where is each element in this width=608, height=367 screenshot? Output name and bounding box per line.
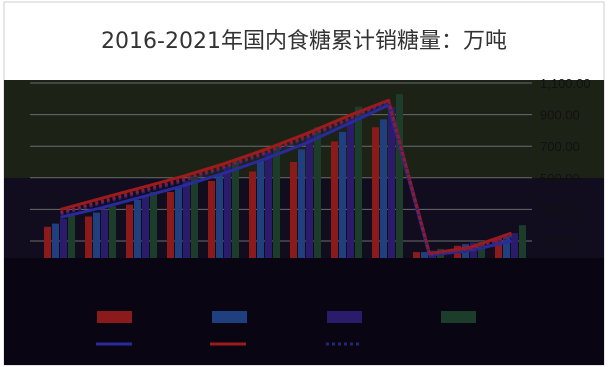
- bar: [216, 174, 223, 258]
- legend-bar-swatch: [97, 311, 132, 323]
- bar: [372, 127, 379, 259]
- bar: [150, 192, 157, 258]
- y-tick-label: 500.00: [540, 171, 580, 186]
- bar: [388, 106, 395, 258]
- line-marks: [60, 98, 512, 257]
- bar: [44, 226, 51, 258]
- bar: [167, 192, 174, 258]
- bar: [347, 119, 354, 258]
- legend-bar-swatch: [327, 311, 362, 323]
- bar: [355, 106, 362, 258]
- bar: [134, 199, 141, 258]
- bar: [142, 195, 149, 258]
- bar: [249, 171, 256, 258]
- bar: [511, 233, 518, 258]
- bar: [257, 160, 264, 258]
- bar: [60, 218, 67, 258]
- bar: [519, 225, 526, 258]
- bar: [380, 119, 387, 258]
- bar: [298, 149, 305, 258]
- bar: [232, 160, 239, 258]
- bar: [314, 127, 321, 259]
- bar: [396, 94, 403, 258]
- bar: [85, 216, 92, 258]
- bar: [306, 136, 313, 258]
- bar: [68, 215, 75, 258]
- bar: [495, 237, 502, 258]
- y-tick-label: 300.00: [540, 202, 580, 217]
- bar: [273, 144, 280, 258]
- bar: [101, 209, 108, 258]
- y-axis-ticks: 1,100.00 900.00 700.00 500.00 300.00 100.00: [540, 76, 591, 249]
- legend: [96, 311, 476, 346]
- bar-marks: [44, 94, 526, 259]
- bar: [93, 212, 100, 258]
- legend-bar-swatch: [441, 311, 476, 323]
- bar: [265, 152, 272, 258]
- y-tick-label: 1,100.00: [540, 76, 591, 91]
- bar: [421, 252, 428, 258]
- bar: [224, 166, 231, 258]
- bar: [339, 131, 346, 258]
- bar: [183, 180, 190, 258]
- bar: [413, 252, 420, 258]
- bar: [175, 187, 182, 258]
- legend-area: [4, 258, 604, 365]
- y-tick-label: 900.00: [540, 108, 580, 123]
- chart-title: 2016-2021年国内食糖累计销糖量：万吨: [101, 29, 507, 54]
- y-tick-label: 700.00: [540, 139, 580, 154]
- legend-bar-swatch: [212, 311, 247, 323]
- y-tick-label: 100.00: [540, 234, 580, 249]
- bar: [290, 162, 297, 258]
- bar: [52, 223, 59, 258]
- bar: [208, 180, 215, 258]
- bar: [191, 176, 198, 258]
- bar: [478, 241, 485, 258]
- series-line: [60, 98, 512, 256]
- bar: [109, 206, 116, 258]
- bar: [126, 204, 133, 258]
- bar: [331, 141, 338, 258]
- bar: [503, 236, 510, 258]
